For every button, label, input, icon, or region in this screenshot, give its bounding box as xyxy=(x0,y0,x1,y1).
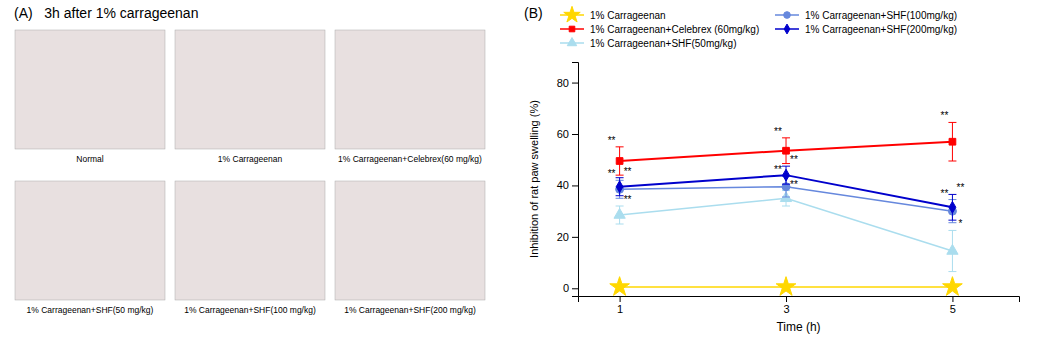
x-tick-label: 3 xyxy=(783,303,789,315)
y-tick: 40 xyxy=(557,179,578,191)
y-tick-label: 0 xyxy=(563,282,569,294)
y-tick: 60 xyxy=(557,128,578,140)
error-bar xyxy=(948,194,956,220)
legend-label: 1% Carrageenan+SHF(50mg/kg) xyxy=(590,38,736,49)
photo-placeholder xyxy=(15,181,165,300)
y-tick-mark xyxy=(572,83,578,84)
legend-label: 1% Carrageenan xyxy=(590,10,666,21)
photo-label: 1% Carrageenan+Celebrex(60 mg/kg) xyxy=(338,154,482,164)
point xyxy=(949,138,956,145)
chart-svg: (A) 3h after 1% carrageenan Normal 1% Carr… xyxy=(0,0,1039,338)
x-axis-title: Time (h) xyxy=(776,320,820,334)
annotation: ** xyxy=(608,168,616,179)
point xyxy=(614,208,625,218)
point xyxy=(949,201,956,213)
marks xyxy=(610,122,962,295)
legend-entry: 1% Carrageenan+SHF(100mg/kg) xyxy=(775,10,957,21)
annotation: ** xyxy=(624,194,632,205)
x-axis-line xyxy=(579,297,1020,303)
y-tick-label: 40 xyxy=(557,179,569,191)
legend-symbol xyxy=(567,38,576,46)
point xyxy=(616,181,623,193)
legend-label: 1% Carrageenan+SHF(100mg/kg) xyxy=(805,10,957,21)
point xyxy=(783,169,790,181)
x-tick-label: 1 xyxy=(617,303,623,315)
panel-title: (A) 3h after 1% carrageenan xyxy=(14,5,198,21)
annotation: ** xyxy=(941,110,949,121)
series xyxy=(616,166,957,220)
photo-placeholder xyxy=(335,30,485,149)
photo-placeholder xyxy=(15,30,165,149)
legend-label: 1% Carrageenan+SHF(200mg/kg) xyxy=(805,24,957,35)
panel-title: (B) xyxy=(524,5,543,21)
legend-symbol xyxy=(564,6,580,22)
y-tick: 80 xyxy=(557,77,578,89)
photo-label: 1% Carrageenan+SHF(200 mg/kg) xyxy=(344,305,476,315)
annotation: ** xyxy=(624,166,632,177)
y-tick-label: 20 xyxy=(557,231,569,243)
photo-placeholder xyxy=(335,181,485,300)
legend-entry: 1% Carrageenan+SHF(200mg/kg) xyxy=(775,24,957,35)
legend: 1% Carrageenan 1% Carrageenan+Celebrex (6… xyxy=(560,6,957,48)
x-tick: 5 xyxy=(950,296,956,315)
error-bar xyxy=(616,147,624,175)
error-bar xyxy=(948,122,956,161)
legend-entry: 1% Carrageenan+SHF(50mg/kg) xyxy=(560,38,736,49)
y-tick-mark xyxy=(572,288,578,289)
point xyxy=(616,158,623,165)
point xyxy=(947,244,958,254)
y-tick-mark xyxy=(572,237,578,238)
panel-b: (B) 1 3 5 0 20 40 60 80 Time (h) Inhibition of rat… xyxy=(524,5,1020,334)
y-tick-label: 60 xyxy=(557,128,569,140)
x-tick-mark xyxy=(952,296,953,302)
y-axis: 0 20 40 60 80 xyxy=(557,63,579,297)
x-tick: 3 xyxy=(783,296,789,315)
legend-label: 1% Carrageenan+Celebrex (60mg/kg) xyxy=(590,24,759,35)
plot: 1 3 5 0 20 40 60 80 Time (h) Inhibition of rat pa… xyxy=(528,63,1020,335)
legend-symbol xyxy=(784,24,790,34)
legend-symbol xyxy=(569,26,575,32)
photo-label: 1% Carrageenan xyxy=(218,154,283,164)
legend-entry: 1% Carrageenan xyxy=(560,6,666,22)
series xyxy=(610,277,962,296)
chart-root: (A) 3h after 1% carrageenan Normal 1% Carr… xyxy=(0,0,1039,338)
x-tick-mark xyxy=(620,296,621,302)
panel-a: (A) 3h after 1% carrageenan Normal 1% Carr… xyxy=(14,5,485,315)
annotation: ** xyxy=(957,182,965,193)
photo-label: 1% Carrageenan+SHF(100 mg/kg) xyxy=(184,305,316,315)
point xyxy=(610,277,630,296)
y-tick-mark xyxy=(572,185,578,186)
y-tick: 20 xyxy=(557,231,578,243)
annotation: ** xyxy=(774,164,782,175)
annotation: * xyxy=(958,218,962,229)
x-tick-label: 5 xyxy=(950,303,956,315)
x-axis: 1 3 5 xyxy=(579,296,1020,315)
x-tick-mark xyxy=(786,296,787,302)
error-bar xyxy=(782,166,790,184)
y-axis-line xyxy=(572,63,579,297)
legend-entry: 1% Carrageenan+Celebrex (60mg/kg) xyxy=(560,24,759,35)
annotation: ** xyxy=(941,188,949,199)
annotations: *********************** xyxy=(608,110,965,229)
annotation: ** xyxy=(774,126,782,137)
annotation: ** xyxy=(790,179,798,190)
error-bar xyxy=(616,178,624,196)
annotation: ** xyxy=(790,154,798,165)
y-tick-label: 80 xyxy=(557,77,569,89)
y-tick: 0 xyxy=(563,282,578,294)
photo-placeholder xyxy=(175,30,325,149)
y-axis-title: Inhibition of rat paw swelling (%) xyxy=(528,100,540,258)
error-bar xyxy=(782,138,790,164)
photo-label: 1% Carrageenan+SHF(50 mg/kg) xyxy=(27,305,154,315)
legend-symbol xyxy=(784,12,791,19)
y-tick-mark xyxy=(572,134,578,135)
photo-placeholder xyxy=(175,181,325,300)
x-tick: 1 xyxy=(617,296,623,315)
annotation: ** xyxy=(608,135,616,146)
point xyxy=(943,277,963,296)
point xyxy=(783,147,790,154)
series xyxy=(614,191,958,272)
photo-label: Normal xyxy=(76,154,104,164)
point xyxy=(776,277,796,296)
